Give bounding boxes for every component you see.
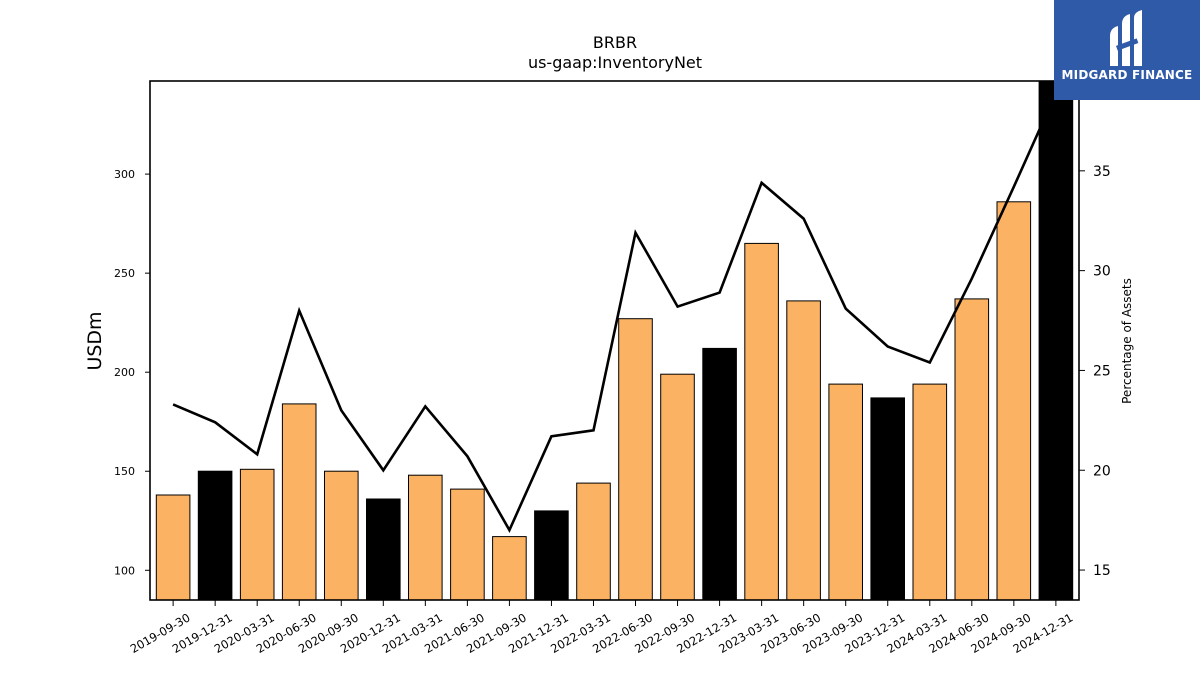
plot-frame (149, 80, 1080, 601)
bar-2024-03-31 (912, 383, 948, 601)
bar-2021-12-31 (534, 510, 569, 601)
bar-2021-06-30 (450, 488, 485, 601)
logo-mark-icon (1110, 10, 1142, 66)
line-series (172, 92, 1058, 533)
y2-axis-label: Percentage of Assets (1120, 278, 1134, 404)
y2-tick-label: 35 (1093, 164, 1111, 180)
bar-2022-03-31 (576, 482, 611, 601)
y-tick-label: 300 (114, 168, 135, 181)
chart-subtitle: us-gaap:InventoryNet (528, 53, 702, 72)
y-tick-label: 250 (114, 267, 135, 280)
bar-2019-09-30 (155, 494, 191, 601)
bar-2022-06-30 (618, 318, 653, 601)
y-tick-label: 100 (114, 564, 135, 577)
bar-2021-03-31 (408, 474, 443, 601)
bar-2022-12-31 (702, 347, 737, 601)
bar-2023-09-30 (828, 383, 864, 601)
y-tick-label: 200 (114, 366, 135, 379)
bar-series (155, 80, 1074, 601)
bar-2020-03-31 (239, 468, 275, 601)
brand-logo: MIDGARD FINANCE (1054, 0, 1200, 100)
y2-tick-label: 30 (1093, 264, 1111, 280)
bar-2024-06-30 (954, 298, 990, 601)
percentage-of-assets-line (172, 92, 1058, 533)
bar-2023-06-30 (786, 300, 821, 601)
bar-2019-12-31 (197, 470, 233, 601)
bar-2021-09-30 (492, 536, 527, 601)
logo-text: MIDGARD FINANCE (1061, 68, 1193, 82)
bar-2024-09-30 (996, 201, 1032, 601)
y-axis-label: USDm (84, 311, 106, 370)
y-tick-label: 150 (114, 465, 135, 478)
chart-title: BRBR (593, 33, 637, 52)
bar-2020-06-30 (281, 403, 317, 601)
bar-2020-12-31 (366, 498, 401, 601)
y2-tick-label: 15 (1093, 563, 1111, 579)
bar-2020-09-30 (324, 470, 359, 601)
bar-2024-12-31 (1038, 80, 1074, 601)
bar-2023-03-31 (744, 242, 779, 601)
bar-2022-09-30 (660, 373, 695, 601)
bar-2023-12-31 (870, 397, 906, 601)
y2-tick-label: 25 (1093, 363, 1111, 379)
y2-tick-label: 20 (1093, 463, 1111, 479)
